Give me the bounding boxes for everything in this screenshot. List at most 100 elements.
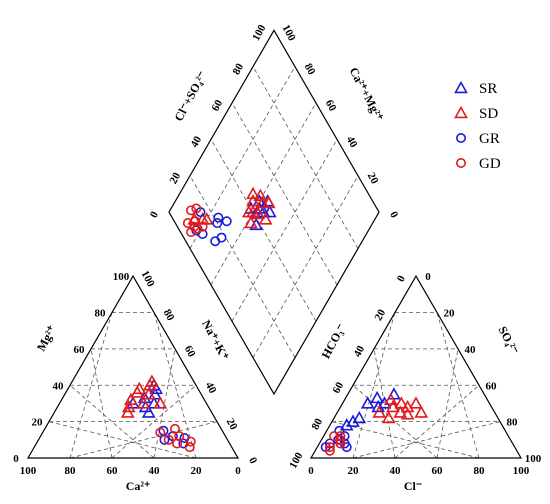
anion-left-tick: 20 — [372, 307, 388, 323]
legend-label-sr: SR — [479, 81, 497, 97]
anion-right-tick: 40 — [465, 344, 477, 356]
cation-left-tick: 40 — [53, 380, 65, 392]
anion-right-tick: 20 — [444, 308, 456, 320]
axis-label-cation-bottom: Ca²⁺ — [126, 479, 151, 493]
point-sd-anion — [381, 410, 396, 424]
anion-triangle-grid-line — [352, 312, 396, 459]
axis-label-cation-right: Na⁺+K⁺ — [199, 318, 232, 363]
point-gd-diamond — [186, 227, 197, 238]
point-gd-cation — [172, 438, 183, 449]
anion-triangle-frame — [309, 274, 523, 459]
anion-triangle-grid-line — [436, 348, 459, 459]
legend-label-gr: GR — [479, 131, 500, 147]
diamond-grid-line — [210, 102, 317, 286]
point-gd-anion — [335, 431, 346, 442]
anion-bottom-tick: 100 — [513, 465, 530, 477]
point-sr-anion — [387, 387, 401, 400]
axis-label-anion-left: HCO₃⁻ — [319, 321, 349, 360]
cation-bottom-tick: 80 — [65, 465, 77, 477]
point-gd-anion — [324, 442, 335, 453]
point-gd-anion — [324, 445, 335, 456]
axis-label-diamond-left: Cl⁻+SO₄²⁻ — [171, 69, 209, 124]
point-gd-cation — [155, 427, 166, 438]
point-sd-diamond — [246, 186, 260, 200]
diamond-grid-line — [210, 139, 317, 322]
anion-triangle-grid-line — [394, 384, 480, 459]
point-sd-diamond — [244, 215, 258, 229]
point-gd-anion — [335, 438, 346, 449]
cation-bottom-tick: 100 — [20, 465, 37, 477]
cation-triangle-grid-line — [69, 384, 155, 459]
point-sd-cation — [141, 387, 156, 400]
diagram-frames — [26, 29, 523, 459]
cation-right-tick: 40 — [203, 380, 219, 396]
diamond-left-tick: 0 — [148, 209, 161, 220]
cation-triangle-grid-line — [90, 348, 113, 459]
point-sd-anion — [400, 407, 415, 420]
legend-label-gd: GD — [479, 156, 501, 172]
cation-right-tick: 20 — [224, 417, 240, 433]
diamond-grid-line — [189, 66, 296, 249]
point-sr-anion — [360, 396, 375, 409]
point-sd-diamond — [261, 195, 276, 209]
point-gr-diamond — [216, 232, 227, 243]
anion-left-tick: 0 — [395, 273, 408, 284]
anion-bottom-tick: 40 — [390, 465, 402, 477]
diamond-right-tick: 40 — [344, 134, 360, 150]
point-sd-cation — [145, 374, 159, 387]
data-points — [120, 186, 429, 456]
point-gr-diamond — [221, 216, 232, 227]
point-sd-cation — [121, 399, 136, 413]
diamond-left-tick: 60 — [209, 97, 225, 113]
anion-left-tick: 60 — [330, 380, 346, 396]
point-sd-diamond — [199, 212, 214, 225]
cation-bottom-tick: 60 — [107, 465, 119, 477]
diamond-grid-line — [231, 102, 338, 286]
axis-label-diamond-right: Ca²⁺+Mg²⁺ — [347, 65, 387, 123]
cation-triangle-grid-line — [69, 312, 113, 459]
anion-right-tick: 60 — [486, 380, 498, 392]
anion-bottom-tick: 0 — [308, 465, 314, 477]
axis-label-anion-right: SO₄²⁻ — [495, 324, 521, 357]
point-gd-cation — [163, 434, 174, 445]
cation-triangle-grid-line — [153, 312, 197, 459]
point-gr-diamond — [212, 218, 223, 229]
point-sd-anion — [409, 396, 423, 409]
anion-triangle-grid-line — [373, 348, 396, 459]
anion-bottom-tick: 60 — [432, 465, 444, 477]
axis-label-anion-bottom: Cl⁻ — [404, 479, 422, 493]
cation-bottom-tick: 40 — [149, 465, 161, 477]
point-sd-cation — [136, 396, 151, 409]
legend: SR SD GR GD — [454, 80, 501, 172]
diamond-frame — [168, 29, 380, 396]
diamond-left-tick: 100 — [250, 22, 269, 43]
anion-bottom-tick: 20 — [348, 465, 360, 477]
anion-bottom-tick: 80 — [474, 465, 486, 477]
point-sr-anion — [370, 390, 385, 404]
diamond-left-tick: 40 — [188, 134, 204, 150]
cation-right-tick: 0 — [246, 455, 259, 466]
cation-left-tick: 60 — [74, 344, 86, 356]
point-sd-anion — [372, 405, 387, 418]
legend-label-sd: SD — [479, 106, 498, 122]
cation-triangle-frame — [26, 274, 240, 459]
point-sr-diamond — [249, 217, 264, 231]
point-gr-cation — [159, 434, 170, 445]
point-gr-anion — [334, 425, 345, 436]
axis-label-cation-left: Mg²⁺ — [34, 323, 59, 354]
point-sd-cation — [130, 385, 145, 398]
cation-triangle-grid-line — [48, 421, 197, 459]
point-gr-diamond — [213, 212, 224, 223]
cation-triangle-grid-line — [111, 384, 197, 459]
point-sd-diamond — [258, 212, 273, 225]
anion-triangle-grid-line — [331, 421, 480, 459]
point-sr-anion — [339, 418, 354, 431]
legend-marker-sd — [454, 105, 468, 119]
cation-left-tick: 80 — [95, 308, 107, 320]
anion-right-tick: 80 — [507, 417, 519, 429]
anion-left-tick: 40 — [351, 343, 367, 359]
diamond-right-tick: 20 — [365, 171, 381, 187]
diamond-grid-line — [252, 175, 359, 358]
